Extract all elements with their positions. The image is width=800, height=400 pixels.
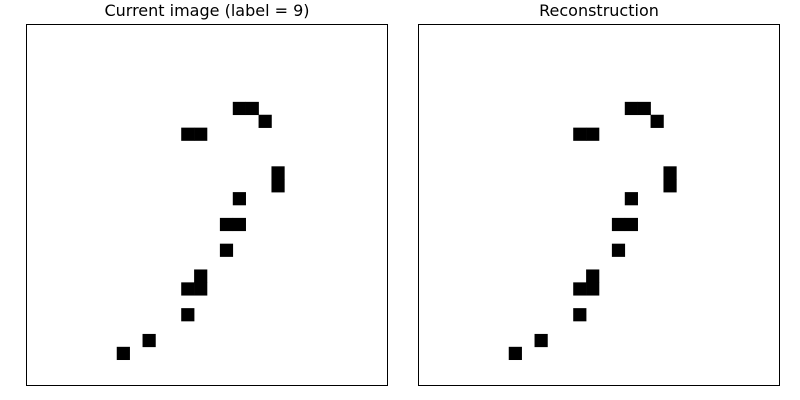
- reconstruction-pixel: [586, 282, 600, 296]
- current-image-plot: [26, 24, 388, 386]
- reconstruction-pixel: [573, 282, 587, 296]
- reconstruction-pixel: [573, 308, 587, 322]
- reconstruction-pixel: [534, 333, 548, 348]
- current-image-pixel: [258, 114, 272, 128]
- current-image-pixel: [181, 308, 195, 322]
- reconstruction-pixel: [637, 101, 651, 116]
- reconstruction-pixel: [611, 243, 626, 257]
- current-image-pixel: [181, 127, 195, 141]
- current-image-background: [26, 24, 388, 386]
- current-image-pixel: [194, 127, 208, 141]
- current-image-title: Current image (label = 9): [104, 1, 310, 20]
- reconstruction-axes-frame: [418, 24, 780, 386]
- current-image-pixel: [219, 217, 234, 232]
- current-image-pixel: [116, 346, 130, 361]
- current-image-pixel: [232, 217, 246, 232]
- reconstruction-pixel: [586, 269, 600, 283]
- reconstruction-background: [418, 24, 780, 386]
- current-image-pixel: [232, 192, 246, 206]
- reconstruction-pixel: [663, 166, 677, 180]
- reconstruction-pixel: [624, 217, 638, 232]
- reconstruction-pixel: [624, 192, 638, 206]
- reconstruction-pixel: [508, 346, 522, 361]
- reconstruction-title: Reconstruction: [539, 1, 659, 20]
- reconstruction-plot: [418, 24, 780, 386]
- current-image-pixel: [271, 179, 285, 193]
- current-image-pixel: [194, 269, 208, 283]
- current-image-pixel: [181, 282, 195, 296]
- reconstruction-pixel: [663, 179, 677, 193]
- reconstruction-pixel: [611, 217, 626, 232]
- reconstruction-pixel: [573, 127, 587, 141]
- reconstruction-pixel: [650, 114, 664, 128]
- current-image-pixel: [219, 243, 234, 257]
- current-image-pixel: [232, 101, 246, 116]
- current-image-axes-frame: [26, 24, 388, 386]
- current-image-pixel: [245, 101, 259, 116]
- current-image-pixel: [194, 282, 208, 296]
- reconstruction-pixel: [586, 127, 600, 141]
- reconstruction-pixel: [624, 101, 638, 116]
- current-image-pixel: [271, 166, 285, 180]
- current-image-pixel: [142, 333, 156, 348]
